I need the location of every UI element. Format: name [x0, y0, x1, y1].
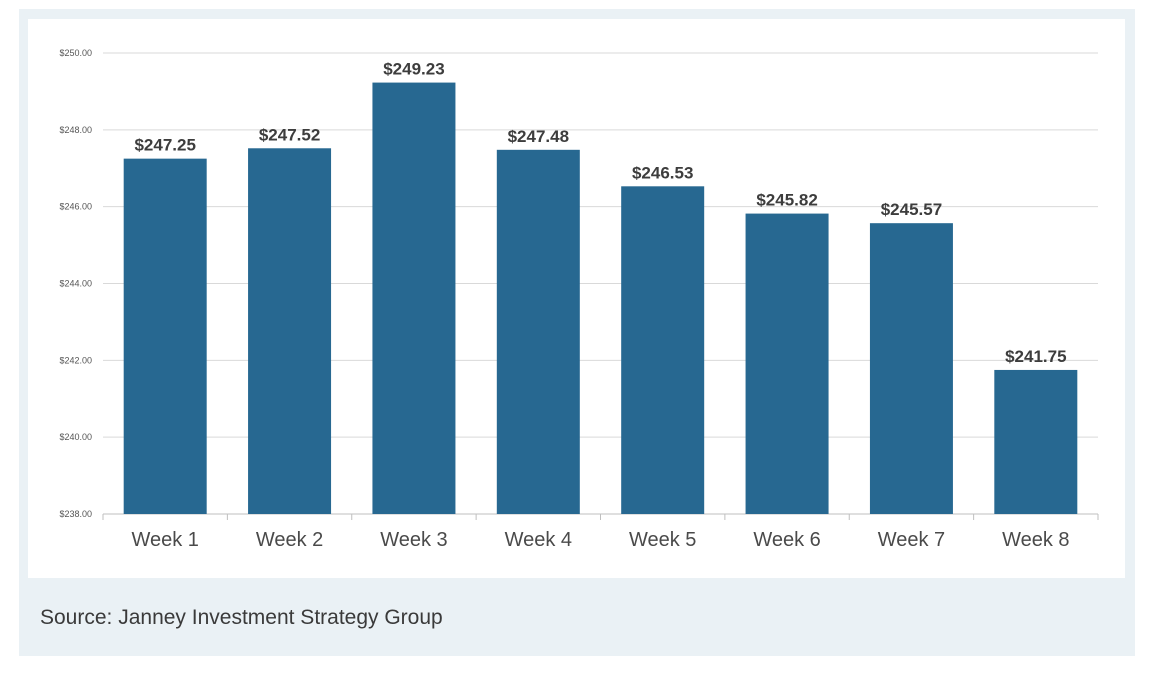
- bar: [745, 213, 829, 514]
- bar: [621, 186, 705, 514]
- x-tick-label: Week 1: [131, 529, 198, 551]
- data-label: $247.52: [259, 125, 320, 144]
- data-label: $241.75: [1005, 347, 1066, 366]
- data-label: $249.23: [383, 60, 444, 79]
- data-label: $247.25: [134, 136, 195, 155]
- x-tick-label: Week 3: [380, 529, 447, 551]
- y-tick-label: $242.00: [59, 355, 92, 365]
- x-tick-label: Week 2: [256, 529, 323, 551]
- bar: [123, 158, 207, 515]
- bar-chart: $238.00 $240.00 $242.00 $244.00 $246.00 $248.…: [59, 48, 1099, 551]
- data-label: $245.57: [881, 200, 942, 219]
- bar: [248, 148, 332, 515]
- x-tick-label: Week 7: [878, 529, 945, 551]
- bar: [496, 149, 580, 514]
- data-label: $246.53: [632, 163, 693, 182]
- x-tick-label: Week 5: [629, 529, 696, 551]
- y-tick-label: $250.00: [59, 48, 92, 58]
- data-label: $245.82: [756, 191, 817, 210]
- bar: [869, 223, 953, 514]
- y-tick-label: $248.00: [59, 125, 92, 135]
- x-tick-label: Week 4: [505, 529, 572, 551]
- data-label: $247.48: [508, 127, 569, 146]
- chart-card: $238.00 $240.00 $242.00 $244.00 $246.00 $248.…: [28, 19, 1125, 578]
- y-tick-label: $240.00: [59, 432, 92, 442]
- y-tick-label: $244.00: [59, 279, 92, 289]
- y-tick-label: $238.00: [59, 509, 92, 519]
- bar: [372, 82, 456, 514]
- x-tick-label: Week 8: [1002, 529, 1069, 551]
- bar: [994, 369, 1078, 514]
- y-tick-label: $246.00: [59, 202, 92, 212]
- source-note: Source: Janney Investment Strategy Group: [40, 606, 443, 629]
- x-tick-label: Week 6: [753, 529, 820, 551]
